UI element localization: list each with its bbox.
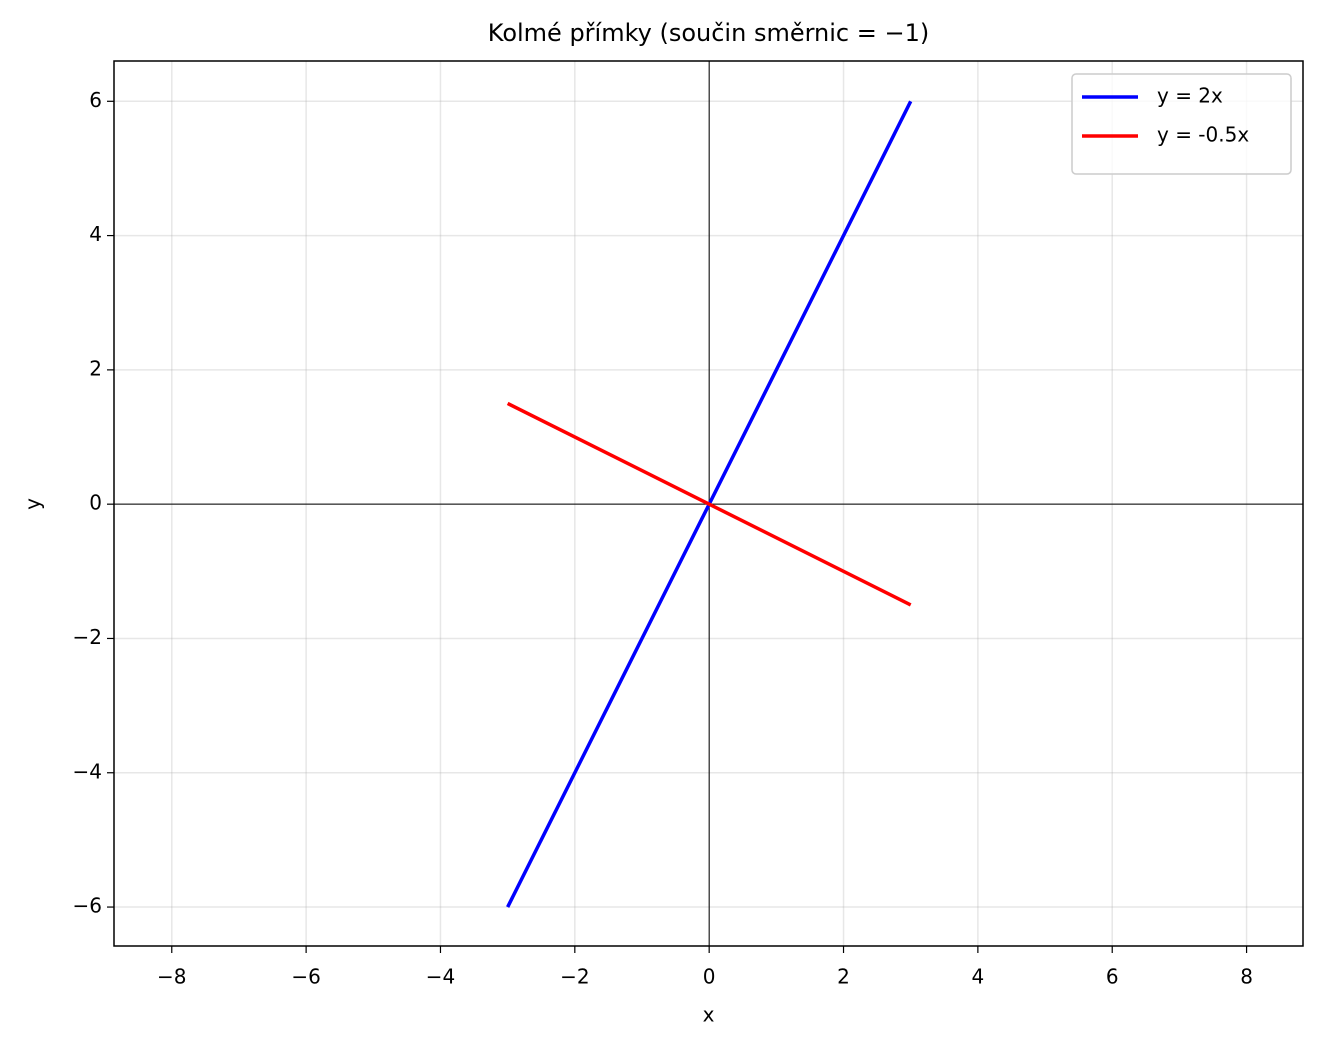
y-tick-label: −4 xyxy=(73,759,102,783)
legend-label: y = -0.5x xyxy=(1157,123,1249,147)
x-tick-label: 6 xyxy=(1106,965,1119,989)
y-tick-label: 2 xyxy=(89,356,102,380)
x-tick-label: −4 xyxy=(426,965,455,989)
y-tick-label: 4 xyxy=(89,222,102,246)
y-axis-label: y xyxy=(21,498,45,510)
y-tick-label: −2 xyxy=(73,625,102,649)
x-tick-label: −2 xyxy=(560,965,589,989)
x-tick-label: −8 xyxy=(157,965,186,989)
plot-frame xyxy=(113,60,1304,947)
y-tick-label: −6 xyxy=(73,894,102,918)
chart-title: Kolmé přímky (součin směrnic = −1) xyxy=(488,19,929,47)
x-tick-label: 8 xyxy=(1240,965,1253,989)
y-tick-label: 6 xyxy=(89,88,102,112)
series-line xyxy=(506,401,912,607)
x-axis-label: x xyxy=(703,1003,715,1027)
y-tick-label: 0 xyxy=(89,491,102,515)
x-tick-label: 4 xyxy=(972,965,985,989)
x-tick-label: −6 xyxy=(291,965,320,989)
x-tick-label: 2 xyxy=(837,965,850,989)
legend-box xyxy=(1071,73,1292,175)
legend-label: y = 2x xyxy=(1157,84,1223,108)
x-tick-label: 0 xyxy=(703,965,716,989)
